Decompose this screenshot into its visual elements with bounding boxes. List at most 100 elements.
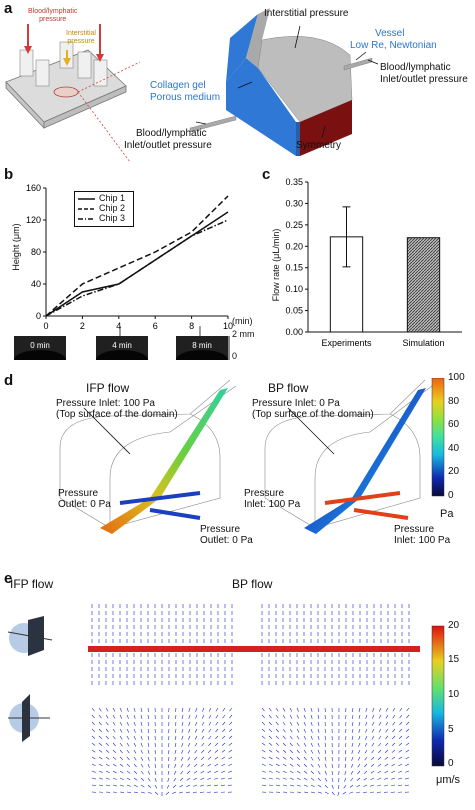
- bl-right-label-1: Blood/lymphatic: [380, 62, 451, 73]
- cbar-e-tick-10: 10: [448, 689, 460, 700]
- bp-inlet-left-1: Pressure: [244, 488, 285, 499]
- bp-inset-schematic: [8, 694, 50, 742]
- bar-simulation: [406, 237, 441, 333]
- cbar-d-tick-0: 0: [448, 490, 454, 501]
- cbar-d-tick-60: 60: [448, 419, 460, 430]
- velocity-field-2: [261, 604, 410, 685]
- panel-c-ytick-label: 0.10: [285, 284, 303, 294]
- panel-b-ylabel: Height (μm): [11, 223, 21, 271]
- panel-b-xtick-label: 6: [153, 321, 158, 331]
- velocity-field-3: [91, 707, 233, 796]
- ifp-inlet-label-2: (Top surface of the domain): [56, 409, 178, 420]
- bl-left-label-1: Blood/lymphatic: [136, 128, 207, 139]
- cbar-d-tick-100: 100: [448, 372, 465, 383]
- panel-b-legend: Chip 1 Chip 2 Chip 3: [74, 191, 134, 227]
- panel-label-d: d: [4, 372, 14, 389]
- panel-c-ytick-label: 0.30: [285, 198, 303, 208]
- legend-chip-3: Chip 3: [99, 213, 126, 223]
- interstitial-pressure-label: Interstitial pressure: [264, 8, 349, 19]
- chip-device-illustration: [5, 24, 127, 130]
- chip-bl-pressure-label: Blood/lymphatic pressure: [28, 8, 78, 23]
- panel-b-xtick-label: 2: [80, 321, 85, 331]
- ifp-domain-wireframe: [59, 379, 237, 529]
- ifp-inset-schematic: [7, 616, 53, 656]
- simulation-domain-3d: [189, 8, 373, 156]
- ifp-outlet-left-1: Pressure: [58, 488, 99, 499]
- panel-label-c: c: [262, 166, 271, 183]
- vessel-label: Vessel: [375, 28, 405, 39]
- panel-b-xunit: (min): [232, 316, 253, 326]
- porous-medium-label: Porous medium: [150, 92, 221, 103]
- panel-b-ytick-label: 40: [31, 279, 41, 289]
- bp-inlet-label-2: (Top surface of the domain): [252, 409, 374, 420]
- panel-b-ytick-label: 120: [26, 215, 41, 225]
- cbar-d-tick-40: 40: [448, 443, 460, 454]
- panel-d-ifp-title: IFP flow: [86, 381, 130, 395]
- timelapse-label-0: 0 min: [30, 341, 50, 350]
- scale-bar-top-label: 2 mm: [232, 329, 255, 339]
- series-line-chip-2: [45, 195, 229, 317]
- ifp-outlet-right-1: Pressure: [200, 524, 241, 535]
- panel-c-ytick-label: 0.15: [285, 263, 303, 273]
- cbar-d-unit: Pa: [440, 508, 454, 520]
- legend-chip-1: Chip 1: [99, 193, 126, 203]
- panel-c-ytick-label: 0.05: [285, 306, 303, 316]
- pressure-colorbar: [431, 378, 445, 497]
- bp-inlet-right-1: Pressure: [394, 524, 435, 535]
- velocity-field-4: [261, 707, 410, 796]
- category-label-simulation: Simulation: [402, 338, 444, 348]
- cbar-d-tick-80: 80: [448, 396, 460, 407]
- panel-b-line-chart: 160 120 80 40 00 2 4 6 8 10: [26, 183, 233, 331]
- velocity-field-1: [91, 604, 233, 685]
- cbar-e-unit: μm/s: [436, 774, 461, 786]
- timelapse-label-4: 4 min: [112, 341, 132, 350]
- bl-right-label-2: Inlet/outlet pressure: [380, 74, 468, 85]
- panel-b-xtick-label: 4: [116, 321, 121, 331]
- velocity-colorbar: [431, 625, 445, 767]
- ifp-vessel-right: [149, 508, 201, 520]
- cbar-e-tick-15: 15: [448, 654, 460, 665]
- panel-e-ifp-title: IFP flow: [10, 577, 54, 591]
- category-label-experiments: Experiments: [321, 338, 372, 348]
- panel-label-b: b: [4, 166, 14, 183]
- panel-c-ytick-label: 0.35: [285, 177, 303, 187]
- cbar-e-tick-0: 0: [448, 758, 454, 769]
- panel-a-figure: [5, 8, 379, 163]
- panel-c-ytick-label: 0.00: [285, 327, 303, 337]
- series-line-chip-1: [45, 211, 229, 317]
- ifp-pressure-plane: [100, 388, 228, 534]
- timelapse-label-8: 8 min: [192, 341, 212, 350]
- cbar-d-tick-20: 20: [448, 466, 460, 477]
- collagen-gel-label: Collagen gel: [150, 80, 206, 91]
- legend-chip-2: Chip 2: [99, 203, 126, 213]
- panel-c-bar-chart: 0.35 0.30 0.25 0.20 0.15 0.10 0.05 0.00 Experime…: [285, 177, 462, 348]
- panel-label-a: a: [4, 0, 13, 17]
- symmetry-label: Symmetry: [296, 140, 341, 151]
- panel-b-ytick-label: 0: [36, 311, 41, 321]
- series-line-chip-3: [45, 219, 229, 317]
- bl-left-label-2: Inlet/outlet pressure: [124, 140, 212, 151]
- panel-d-bp-title: BP flow: [268, 381, 309, 395]
- panel-b-ytick-label: 80: [31, 247, 41, 257]
- panel-e-figure: [7, 604, 445, 796]
- ifp-outlet-right-2: Outlet: 0 Pa: [200, 535, 253, 546]
- cbar-e-tick-20: 20: [448, 620, 460, 631]
- vessel-sub-label: Low Re, Newtonian: [350, 40, 437, 51]
- vessel-cross-section: [88, 646, 420, 652]
- timelapse-image-4: 4 min: [96, 336, 148, 360]
- ifp-vessel-left: [119, 491, 201, 505]
- panel-b-xtick-label: 10: [223, 321, 233, 331]
- bp-pressure-plane: [304, 388, 426, 534]
- timelapse-image-8: 8 min: [176, 336, 228, 360]
- scale-bar-bottom-label: 0: [232, 351, 238, 361]
- panel-c-ytick-label: 0.20: [285, 241, 303, 251]
- panel-b-xtick-label: 8: [189, 321, 194, 331]
- panel-d-figure: [59, 378, 445, 534]
- panel-label-e: e: [4, 570, 13, 587]
- bp-inlet-left-2: Inlet: 100 Pa: [244, 499, 301, 510]
- ifp-outlet-left-2: Outlet: 0 Pa: [58, 499, 111, 510]
- panel-e-bp-title: BP flow: [232, 577, 273, 591]
- panel-c-ylabel: Flow rate (μL/min): [271, 228, 281, 302]
- ifp-inlet-label-1: Pressure Inlet: 100 Pa: [56, 398, 155, 409]
- bp-inlet-label-1: Pressure Inlet: 0 Pa: [252, 398, 340, 409]
